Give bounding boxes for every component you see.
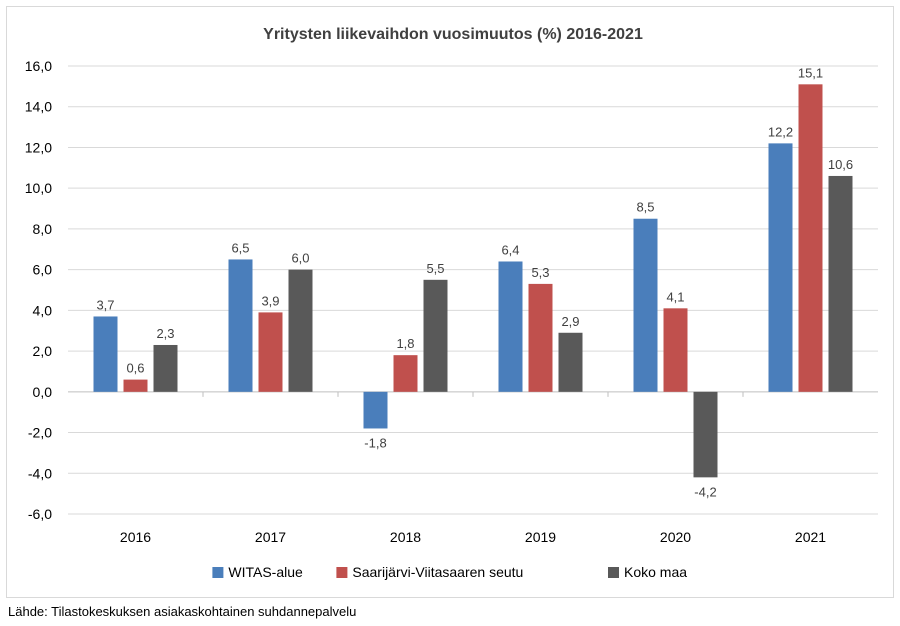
- bar: [258, 312, 283, 392]
- gridlines: [68, 65, 878, 515]
- data-label: 2,3: [156, 326, 174, 341]
- legend-label: Koko maa: [624, 564, 687, 580]
- bar: [288, 269, 313, 392]
- data-label: -4,2: [694, 484, 716, 499]
- x-tick-label: 2016: [120, 529, 151, 545]
- bar: [363, 391, 388, 429]
- y-axis: 16,0 14,0 12,0 10,0 8,0 6,0 4,0 2,0 0,0 -2,0 -4,0 -…: [25, 58, 52, 522]
- legend-label: Saarijärvi-Viitasaaren seutu: [352, 564, 523, 580]
- data-label: 4,1: [666, 289, 684, 304]
- y-tick-label: 2,0: [33, 343, 53, 359]
- y-tick-label: 16,0: [25, 58, 52, 74]
- y-tick-label: 12,0: [25, 139, 52, 155]
- y-tick-label: 8,0: [33, 221, 53, 237]
- y-tick-label: 6,0: [33, 262, 53, 278]
- data-label: 10,6: [828, 157, 853, 172]
- y-tick-label: 14,0: [25, 99, 52, 115]
- data-label: 6,5: [231, 240, 249, 255]
- bar: [663, 308, 688, 392]
- data-label: 3,9: [261, 293, 279, 308]
- bar: [153, 344, 178, 392]
- y-tick-label: -2,0: [28, 425, 52, 441]
- legend-label: WITAS-alue: [228, 564, 303, 580]
- bar: [498, 261, 523, 392]
- chart-title: Yritysten liikevaihdon vuosimuutos (%) 2…: [263, 26, 643, 43]
- x-tick-label: 2017: [255, 529, 286, 545]
- data-label: 12,2: [768, 124, 793, 139]
- data-label: 8,5: [636, 200, 654, 215]
- data-label: 15,1: [798, 65, 823, 80]
- legend-swatch: [608, 567, 619, 578]
- y-tick-label: 0,0: [33, 384, 53, 400]
- bar: [423, 279, 448, 392]
- y-tick-label: 4,0: [33, 302, 53, 318]
- x-tick-label: 2020: [660, 529, 691, 545]
- bar: [798, 84, 823, 392]
- y-tick-label: 10,0: [25, 180, 52, 196]
- source-note: Lähde: Tilastokeskuksen asiakaskohtainen…: [8, 604, 357, 619]
- data-label: 0,6: [126, 361, 144, 376]
- bar: [393, 355, 418, 392]
- bar: [93, 316, 118, 392]
- bar: [123, 379, 148, 392]
- legend-swatch: [336, 567, 348, 578]
- data-label: 5,3: [531, 265, 549, 280]
- x-tick-label: 2019: [525, 529, 556, 545]
- x-axis: 2016 2017 2018 2019 2020 2021: [120, 391, 826, 545]
- legend: WITAS-alue Saarijärvi-Viitasaaren seutu Ko…: [212, 564, 687, 580]
- bar: [558, 332, 583, 392]
- bar: [828, 175, 853, 392]
- data-label: 5,5: [426, 261, 444, 276]
- bars: [93, 84, 853, 478]
- legend-swatch: [212, 567, 224, 578]
- x-tick-label: 2021: [795, 529, 826, 545]
- x-tick-label: 2018: [390, 529, 421, 545]
- data-label: 1,8: [396, 336, 414, 351]
- data-label: 6,0: [291, 251, 309, 266]
- data-label: 2,9: [561, 314, 579, 329]
- data-label: -1,8: [364, 435, 386, 450]
- chart-frame: [6, 6, 894, 598]
- bar: [633, 218, 658, 392]
- y-tick-label: -4,0: [28, 465, 52, 481]
- data-label: 3,7: [96, 297, 114, 312]
- bar: [693, 391, 718, 478]
- bar: [768, 143, 793, 392]
- y-tick-label: -6,0: [28, 506, 52, 522]
- data-labels: 3,7 6,5 -1,8 6,4 8,5 12,2 0,6 3,9 1,8 5,3 4,1 15,1 2…: [96, 65, 853, 499]
- bar: [228, 259, 253, 392]
- bar: [528, 283, 553, 392]
- data-label: 6,4: [501, 242, 519, 257]
